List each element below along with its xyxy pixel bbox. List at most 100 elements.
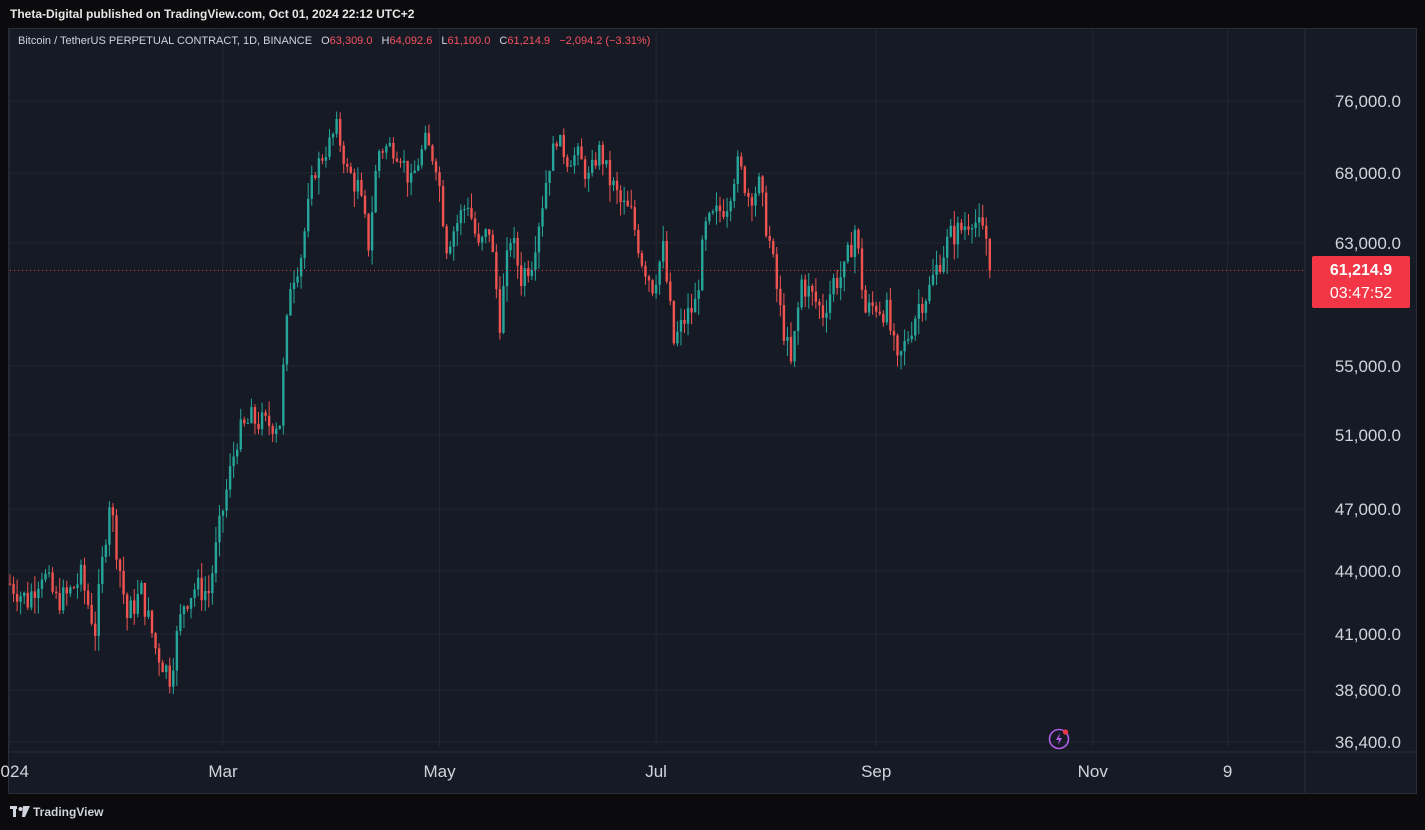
tradingview-logo[interactable]: TradingView xyxy=(10,805,103,819)
candle xyxy=(218,505,221,557)
candle-body xyxy=(718,205,722,212)
candle xyxy=(775,247,778,303)
candle-body xyxy=(761,176,764,193)
candle-body xyxy=(314,175,317,178)
candle-body xyxy=(715,205,718,212)
candle xyxy=(527,260,530,283)
candle xyxy=(154,632,157,655)
candle-body xyxy=(889,299,892,331)
x-tick-label: May xyxy=(423,762,456,781)
candle xyxy=(108,501,111,557)
axes: 76,000.0 68,000.0 63,000.0 55,000.0 51,000.0… xyxy=(0,28,1417,794)
candle xyxy=(157,643,161,676)
candle-body xyxy=(686,307,690,324)
candle xyxy=(647,274,651,292)
candle-body xyxy=(282,364,285,426)
candle xyxy=(321,154,324,165)
candle-body xyxy=(378,151,381,171)
candle xyxy=(949,218,952,238)
candle xyxy=(555,141,558,150)
candle-body xyxy=(246,423,250,425)
candle xyxy=(221,509,225,533)
candle xyxy=(946,228,949,275)
candle xyxy=(807,273,810,309)
candle xyxy=(818,298,821,319)
candle-body xyxy=(356,179,360,192)
candle-body xyxy=(328,137,331,157)
chart-canvas[interactable]: 76,000.0 68,000.0 63,000.0 55,000.0 51,000.0… xyxy=(0,0,1425,795)
chart-frame[interactable] xyxy=(8,28,1417,794)
candle xyxy=(246,417,250,425)
candle xyxy=(264,409,267,422)
candle xyxy=(672,300,676,346)
candle-body xyxy=(47,572,51,574)
candle xyxy=(353,168,356,208)
candle xyxy=(505,237,509,302)
candle-body xyxy=(168,665,171,687)
candle-body xyxy=(79,564,83,585)
candle xyxy=(200,563,203,611)
candle xyxy=(250,398,253,424)
candle-body xyxy=(58,593,61,611)
candle-body xyxy=(257,423,260,430)
candle xyxy=(843,261,846,292)
candle-body xyxy=(480,236,484,243)
candle-body xyxy=(743,166,747,193)
candle-body xyxy=(654,284,658,294)
candle xyxy=(747,188,750,207)
candle-body xyxy=(449,246,452,254)
candle-body xyxy=(175,631,179,671)
candle xyxy=(559,134,562,147)
candle xyxy=(44,568,47,583)
tradingview-logo-icon xyxy=(10,806,30,817)
candle xyxy=(633,199,636,236)
candle-body xyxy=(871,302,874,306)
lightning-icon[interactable] xyxy=(1047,726,1071,750)
candle-body xyxy=(970,228,974,230)
candle xyxy=(722,199,725,220)
candle-body xyxy=(807,285,810,297)
candle-body xyxy=(495,251,498,290)
candle xyxy=(598,140,601,170)
candle-body xyxy=(747,192,750,197)
candle-body xyxy=(974,222,977,229)
candle-body xyxy=(722,211,725,217)
candle-body xyxy=(8,583,12,585)
candle-body xyxy=(122,570,125,595)
candle-body xyxy=(764,192,768,236)
candle-body xyxy=(441,186,445,227)
candle xyxy=(179,603,182,636)
candle xyxy=(892,323,896,351)
legend-high: 64,092.6 xyxy=(389,35,433,47)
candle xyxy=(757,172,761,196)
footer-brand: TradingView xyxy=(33,805,104,819)
candle-body xyxy=(310,175,313,199)
candle-body xyxy=(566,157,569,167)
candle xyxy=(37,581,40,614)
candle xyxy=(651,279,654,297)
candle xyxy=(381,148,384,159)
y-tick-label: 47,000.0 xyxy=(1335,500,1401,519)
candle-body xyxy=(115,515,118,560)
candle-body xyxy=(633,207,636,230)
candle xyxy=(935,250,938,285)
candle xyxy=(299,254,303,289)
candle xyxy=(470,193,473,221)
candle xyxy=(193,583,196,607)
candle-body xyxy=(33,591,37,598)
candle-body xyxy=(608,160,612,186)
candle-body xyxy=(374,170,377,213)
candle-body xyxy=(285,315,289,365)
candle xyxy=(165,664,168,679)
candle-body xyxy=(832,278,835,295)
candle-body xyxy=(40,579,44,589)
candle-body xyxy=(818,301,821,306)
candle-body xyxy=(615,180,619,191)
candle xyxy=(307,182,310,238)
candle xyxy=(878,301,881,316)
candle-body xyxy=(172,670,175,687)
candle-body xyxy=(381,151,384,153)
candle-body xyxy=(342,145,345,164)
candle-body xyxy=(977,217,981,223)
candle xyxy=(292,270,296,304)
